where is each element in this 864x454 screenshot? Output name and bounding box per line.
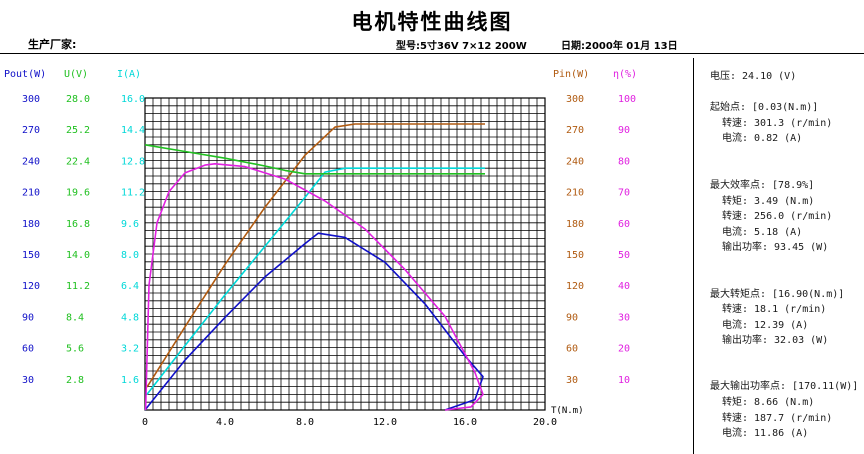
series-pin-line bbox=[146, 123, 485, 388]
pout-tick: 240 bbox=[22, 156, 40, 167]
start-point-current: 电流: 0.82 (A) bbox=[722, 133, 803, 144]
u-tick: 5.6 bbox=[66, 344, 84, 355]
pin-tick: 120 bbox=[566, 281, 584, 292]
i-axis-label: I(A) bbox=[117, 69, 141, 80]
x-tick: 8.0 bbox=[296, 417, 314, 428]
pin-tick: 90 bbox=[566, 312, 578, 323]
i-tick: 9.6 bbox=[121, 219, 139, 230]
x-axis-label: T(N.m) bbox=[551, 406, 584, 416]
pout-axis-label: Pout(W) bbox=[4, 69, 46, 80]
eff-axis-label: η(%) bbox=[613, 69, 637, 80]
eff-tick: 20 bbox=[618, 344, 630, 355]
eff-tick: 50 bbox=[618, 250, 630, 261]
grid bbox=[144, 97, 546, 411]
pin-tick: 150 bbox=[566, 250, 584, 261]
header-divider bbox=[0, 53, 864, 54]
start-point-title: 起始点: [0.03(N.m)] bbox=[710, 102, 819, 113]
u-tick: 22.4 bbox=[66, 156, 90, 167]
pout-tick: 60 bbox=[22, 344, 34, 355]
pin-tick: 60 bbox=[566, 344, 578, 355]
series-u-line bbox=[144, 144, 485, 175]
max-torque-current: 电流: 12.39 (A) bbox=[722, 320, 809, 331]
i-tick: 8.0 bbox=[121, 250, 139, 261]
manufacturer-label: 生产厂家: bbox=[28, 38, 77, 51]
pout-tick: 300 bbox=[22, 94, 40, 105]
pout-tick: 120 bbox=[22, 281, 40, 292]
max-power-title: 最大输出功率点: [170.11(W)] bbox=[710, 381, 859, 392]
pin-tick: 240 bbox=[566, 156, 584, 167]
pout-tick: 210 bbox=[22, 188, 40, 199]
eff-tick: 90 bbox=[618, 125, 630, 136]
eff-tick: 40 bbox=[618, 281, 630, 292]
x-tick: 4.0 bbox=[216, 417, 234, 428]
pin-tick: 270 bbox=[566, 125, 584, 136]
max-power-torque: 转矩: 8.66 (N.m) bbox=[722, 397, 815, 408]
eff-tick: 60 bbox=[618, 219, 630, 230]
i-tick: 4.8 bbox=[121, 312, 139, 323]
u-tick: 25.2 bbox=[66, 125, 90, 136]
date-label: 日期:2000年 01月 13日 bbox=[561, 41, 678, 52]
series-eff-line bbox=[144, 163, 484, 411]
max-torque-speed: 转速: 18.1 (r/min) bbox=[722, 304, 827, 315]
u-tick: 14.0 bbox=[66, 250, 90, 261]
u-tick: 11.2 bbox=[66, 281, 90, 292]
max-torque-power: 输出功率: 32.03 (W) bbox=[722, 335, 829, 346]
pin-tick: 210 bbox=[566, 188, 584, 199]
chart-title: 电机特性曲线图 bbox=[351, 10, 513, 34]
voltage-readout: 电压: 24.10 (V) bbox=[710, 71, 797, 82]
pin-tick: 180 bbox=[566, 219, 584, 230]
max-efficiency-current: 电流: 5.18 (A) bbox=[722, 227, 803, 238]
series-pout-line bbox=[144, 232, 484, 411]
max-torque-title: 最大转矩点: [16.90(N.m)] bbox=[710, 289, 845, 300]
u-tick: 2.8 bbox=[66, 375, 84, 386]
x-tick: 20.0 bbox=[533, 417, 557, 428]
start-point-speed: 转速: 301.3 (r/min) bbox=[722, 118, 833, 129]
eff-tick: 30 bbox=[618, 312, 630, 323]
series-i-line bbox=[146, 167, 485, 395]
x-tick: 0 bbox=[142, 417, 148, 428]
u-tick: 28.0 bbox=[66, 94, 90, 105]
pin-tick: 300 bbox=[566, 94, 584, 105]
x-tick: 12.0 bbox=[373, 417, 397, 428]
max-efficiency-torque: 转矩: 3.49 (N.m) bbox=[722, 196, 815, 207]
panel-divider bbox=[693, 58, 694, 454]
i-tick: 3.2 bbox=[121, 344, 139, 355]
x-tick: 16.0 bbox=[453, 417, 477, 428]
i-tick: 6.4 bbox=[121, 281, 139, 292]
pin-axis-label: Pin(W) bbox=[553, 69, 589, 80]
pout-tick: 180 bbox=[22, 219, 40, 230]
max-efficiency-title: 最大效率点: [78.9%] bbox=[710, 180, 815, 191]
eff-tick: 70 bbox=[618, 188, 630, 199]
max-power-speed: 转速: 187.7 (r/min) bbox=[722, 413, 833, 424]
u-tick: 16.8 bbox=[66, 219, 90, 230]
u-tick: 19.6 bbox=[66, 188, 90, 199]
pout-tick: 270 bbox=[22, 125, 40, 136]
i-tick: 14.4 bbox=[121, 125, 145, 136]
i-tick: 16.0 bbox=[121, 94, 145, 105]
i-tick: 1.6 bbox=[121, 375, 139, 386]
eff-tick: 10 bbox=[618, 375, 630, 386]
plot-frame bbox=[144, 97, 546, 411]
max-power-current: 电流: 11.86 (A) bbox=[722, 428, 809, 439]
max-efficiency-power: 输出功率: 93.45 (W) bbox=[722, 242, 829, 253]
pout-tick: 30 bbox=[22, 375, 34, 386]
max-efficiency-speed: 转速: 256.0 (r/min) bbox=[722, 211, 833, 222]
u-axis-label: U(V) bbox=[64, 69, 88, 80]
i-tick: 11.2 bbox=[121, 188, 145, 199]
i-tick: 12.8 bbox=[121, 156, 145, 167]
pout-tick: 150 bbox=[22, 250, 40, 261]
pout-tick: 90 bbox=[22, 312, 34, 323]
u-tick: 8.4 bbox=[66, 312, 84, 323]
eff-tick: 100 bbox=[618, 94, 636, 105]
eff-tick: 80 bbox=[618, 156, 630, 167]
pin-tick: 30 bbox=[566, 375, 578, 386]
model-label: 型号:5寸36V 7×12 200W bbox=[396, 41, 527, 52]
